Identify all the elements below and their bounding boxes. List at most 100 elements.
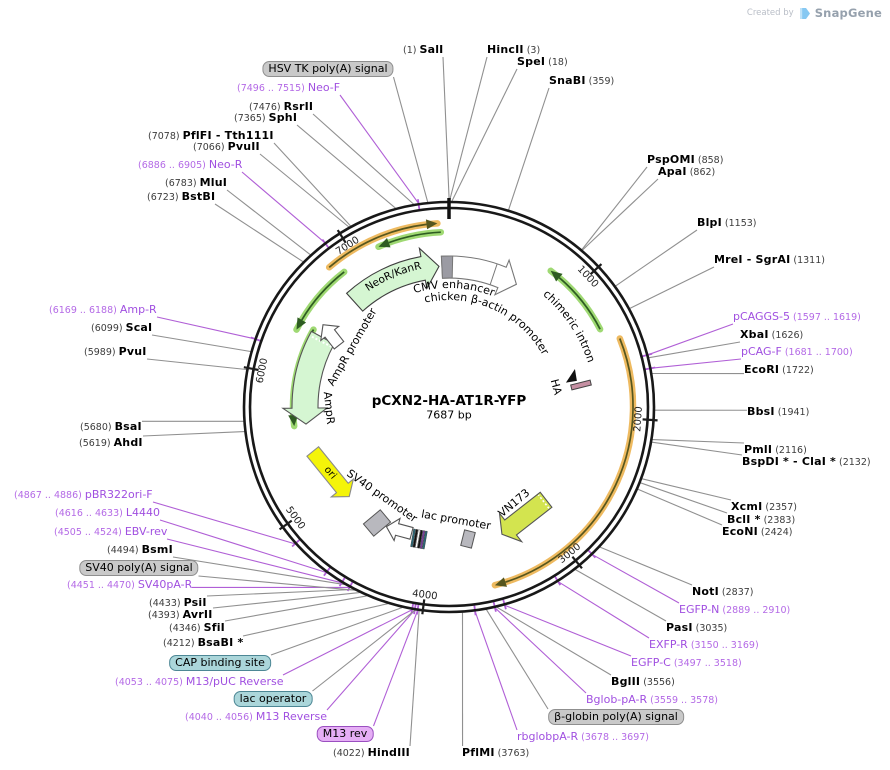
- callout-line-SphI: [296, 124, 396, 209]
- promoter-segment-divider: [489, 263, 498, 285]
- lac-operator-box-bar: [417, 529, 423, 549]
- ori-arrow: [306, 445, 355, 498]
- ha-tag-box: [570, 379, 592, 391]
- callout-line-XcmI: [641, 478, 732, 501]
- curved-label-chicken-actin-promoter: chicken β-actin promoter: [423, 290, 552, 358]
- lac-operator-box-bar: [422, 530, 428, 550]
- callout-line-EGFP-N: [592, 554, 680, 604]
- callout-line-L4440: [159, 519, 327, 574]
- vn173-arrow: [498, 491, 553, 543]
- callout-line-MluI: [226, 189, 311, 256]
- callout-line-NotI: [599, 546, 693, 586]
- callout-line-pCAGGS-5: [648, 323, 734, 356]
- gene-arc-orange-direction: [505, 338, 634, 583]
- callout-line-SfiI: [224, 595, 367, 622]
- callout-line-BsaBI *: [242, 603, 389, 637]
- callout-line-PspOMI: [581, 166, 648, 250]
- callout-line-PasI: [575, 569, 667, 622]
- sv40-promoter-box: [362, 509, 392, 537]
- callout-line-SnaBI: [508, 87, 550, 210]
- curved-label-chimeric-intron: chimeric intron: [541, 287, 598, 364]
- callout-line-MreI - SgrAI: [629, 266, 715, 309]
- callout-line-box-2: [485, 609, 549, 710]
- curved-label-text: chimeric intron: [541, 287, 598, 364]
- curved-label-text: chicken β-actin promoter: [423, 290, 552, 358]
- callout-line-box-1: [198, 575, 355, 591]
- callout-line-BstBI: [214, 203, 304, 263]
- snapgene-brand-text: SnapGene: [814, 6, 882, 20]
- callout-line-PsiI: [206, 588, 354, 597]
- lac-promoter-box-shape: [460, 529, 476, 549]
- sv40-promoter-arrow-shape: [385, 517, 414, 542]
- sv40-promoter-arrow: [385, 517, 414, 542]
- callout-line-AhdI: [142, 431, 245, 437]
- callout-line-Bglob-pA-R: [494, 607, 587, 694]
- ha-flag: [565, 368, 577, 383]
- vn173-arrow-shape: [498, 491, 553, 543]
- orf-arc-left-green-1: [293, 268, 348, 333]
- lac-promoter-box: [460, 529, 476, 549]
- scale-tick-5000: [278, 519, 293, 531]
- callout-line-PvuI: [146, 358, 247, 371]
- callout-line-rbglobpA-R: [474, 611, 518, 731]
- callout-line-EcoNI: [637, 488, 723, 526]
- neor-kanr-arrow: [345, 246, 440, 312]
- callout-line-box-5: [372, 610, 419, 727]
- callout-line-BglII: [496, 606, 612, 676]
- orf-arc-top-green-direction: [388, 231, 441, 244]
- ampr-truncation-dashes: [309, 334, 333, 348]
- intron-arc-green-direction: [558, 277, 601, 330]
- callout-line-ApaI: [582, 178, 659, 251]
- lac-operator-box-bar: [419, 530, 426, 549]
- plasmid-length: 7687 bp: [426, 408, 472, 422]
- scale-tick-2000: [642, 418, 658, 422]
- callout-line-BspDI * - ClaI *: [651, 441, 743, 456]
- callout-line-box-0: [392, 76, 429, 203]
- feature-shapes: [281, 219, 637, 589]
- ori-arrow-shape: [306, 445, 355, 498]
- callout-line-HincII: [448, 56, 488, 202]
- snapgene-logo-icon: [799, 7, 810, 19]
- callout-line-EGFP-C: [504, 604, 632, 657]
- intron-arc-green-arrowhead: [550, 270, 563, 282]
- callout-line-Neo-F: [339, 94, 419, 204]
- lac-operator-box-bar: [410, 528, 416, 548]
- plasmid-name: pCXN2-HA-AT1R-YFP: [371, 393, 527, 409]
- ha-tag-marker: [565, 368, 592, 391]
- lac-operator-box-bar: [412, 529, 419, 548]
- callout-line-pCAG-F: [651, 358, 742, 369]
- callout-line-box-4: [312, 609, 416, 692]
- callout-line-Neo-R: [241, 171, 326, 244]
- callout-line-M13 Reverse: [326, 609, 416, 711]
- created-by-text: Created by: [746, 8, 794, 18]
- scale-tick-1000: [589, 263, 603, 276]
- callout-line-box-3: [270, 607, 403, 656]
- scale-tick-4000: [421, 599, 426, 615]
- scale-label-4000: 4000: [411, 588, 438, 602]
- callout-line-SalI: [442, 56, 450, 202]
- callout-line-pBR322ori-F: [152, 501, 296, 545]
- scale-label-6000: 6000: [255, 357, 271, 384]
- callout-line-HindIII: [409, 610, 420, 747]
- orf-arc-left-green-1-arrowhead: [296, 317, 307, 330]
- cmv-enhancer-segment: [440, 255, 454, 279]
- callout-line-BsmI: [172, 556, 345, 586]
- callout-line-AvrII: [212, 592, 360, 609]
- sv40-promoter-box-shape: [362, 509, 392, 537]
- scale-tick-7000: [336, 229, 347, 244]
- callout-line-SpeI: [451, 68, 518, 202]
- callout-line-ScaI: [151, 334, 251, 353]
- orf-arc-top-orange-arrowhead: [425, 219, 438, 230]
- callout-line-BlpI: [615, 229, 698, 287]
- lac-operator-box: [410, 528, 428, 550]
- ampr-promoter-arrow-shape: [320, 324, 345, 350]
- callout-line-EXFP-R: [557, 581, 650, 639]
- callout-line-PflFI - Tth111I: [273, 142, 352, 227]
- orf-arc-top-green-arrowhead: [378, 238, 391, 248]
- scale-label-2000: 2000: [632, 406, 645, 432]
- callout-line-EBV-rev: [166, 538, 342, 584]
- callout-line-M13/pUC Reverse: [282, 609, 413, 676]
- callout-line-PmlI: [652, 439, 745, 444]
